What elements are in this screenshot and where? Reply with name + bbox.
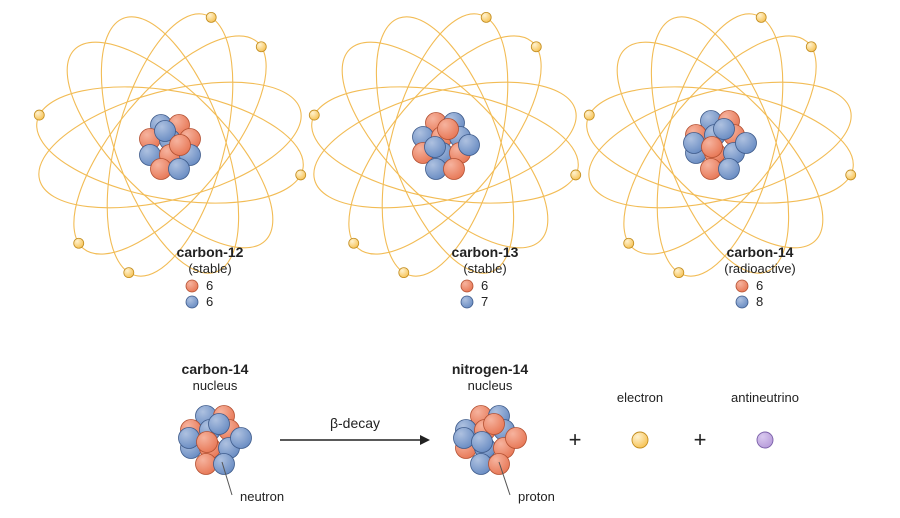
proton xyxy=(461,280,473,292)
decay-right-sub: nucleus xyxy=(468,378,513,393)
electron xyxy=(571,170,581,180)
decay-arrow: β-decay xyxy=(280,415,430,445)
electron xyxy=(399,268,409,278)
electron xyxy=(846,170,856,180)
neutron-count: 7 xyxy=(481,294,488,309)
neutron xyxy=(209,414,230,435)
proton xyxy=(197,432,218,453)
neutron xyxy=(186,296,198,308)
neutron xyxy=(714,119,735,140)
electron-particle xyxy=(632,432,648,448)
electron xyxy=(806,42,816,52)
proton xyxy=(489,454,510,475)
neutron xyxy=(461,296,473,308)
proton-count: 6 xyxy=(756,278,763,293)
atom-carbon-14: carbon-14(radioactive) 68 xyxy=(576,0,865,309)
electron xyxy=(124,268,134,278)
plus-sign: + xyxy=(694,427,707,452)
proton xyxy=(444,159,465,180)
neutron xyxy=(684,133,705,154)
electron xyxy=(531,42,541,52)
atom-status: (radioactive) xyxy=(724,261,796,276)
proton-count: 6 xyxy=(206,278,213,293)
atom-name: carbon-12 xyxy=(177,244,244,260)
electron xyxy=(309,110,319,120)
electron xyxy=(674,268,684,278)
neutron xyxy=(736,133,757,154)
electron xyxy=(624,238,634,248)
atom-carbon-13: carbon-13(stable) 67 xyxy=(301,0,590,309)
neutron xyxy=(214,454,235,475)
atom-name: carbon-14 xyxy=(727,244,794,260)
neutron-label: neutron xyxy=(240,489,284,504)
decay-right-name: nitrogen-14 xyxy=(452,361,528,377)
neutron-count: 8 xyxy=(756,294,763,309)
antineutrino-particle xyxy=(757,432,773,448)
proton-count: 6 xyxy=(481,278,488,293)
atom-carbon-12: carbon-12(stable) 66 xyxy=(26,0,315,309)
antineutrino-label: antineutrino xyxy=(731,390,799,405)
proton xyxy=(170,135,191,156)
neutron xyxy=(736,296,748,308)
neutron-count: 6 xyxy=(206,294,213,309)
proton xyxy=(484,414,505,435)
electron xyxy=(74,238,84,248)
decay-left: carbon-14nucleus neutron xyxy=(179,361,285,504)
electron xyxy=(34,110,44,120)
electron-label: electron xyxy=(617,390,663,405)
neutron xyxy=(454,428,475,449)
electron xyxy=(296,170,306,180)
atom-status: (stable) xyxy=(188,261,231,276)
neutron xyxy=(459,135,480,156)
decay-left-sub: nucleus xyxy=(193,378,238,393)
atom-name: carbon-13 xyxy=(452,244,519,260)
electron xyxy=(349,238,359,248)
diagram-canvas: carbon-12(stable)66carbon-13(stable)67ca… xyxy=(0,0,900,518)
neutron xyxy=(472,432,493,453)
proton-label: proton xyxy=(518,489,555,504)
decay-left-name: carbon-14 xyxy=(182,361,249,377)
proton xyxy=(506,428,527,449)
electron xyxy=(756,12,766,22)
electron xyxy=(256,42,266,52)
neutron xyxy=(425,137,446,158)
beta-decay-label: β-decay xyxy=(330,415,380,431)
plus-sign: + xyxy=(569,427,582,452)
electron xyxy=(206,12,216,22)
proton xyxy=(438,119,459,140)
electron xyxy=(481,12,491,22)
neutron xyxy=(179,428,200,449)
neutron xyxy=(169,159,190,180)
proton xyxy=(736,280,748,292)
proton xyxy=(186,280,198,292)
atom-status: (stable) xyxy=(463,261,506,276)
electron xyxy=(584,110,594,120)
decay-right: nitrogen-14nucleus proton xyxy=(452,361,555,504)
neutron xyxy=(719,159,740,180)
neutron xyxy=(231,428,252,449)
proton xyxy=(702,137,723,158)
